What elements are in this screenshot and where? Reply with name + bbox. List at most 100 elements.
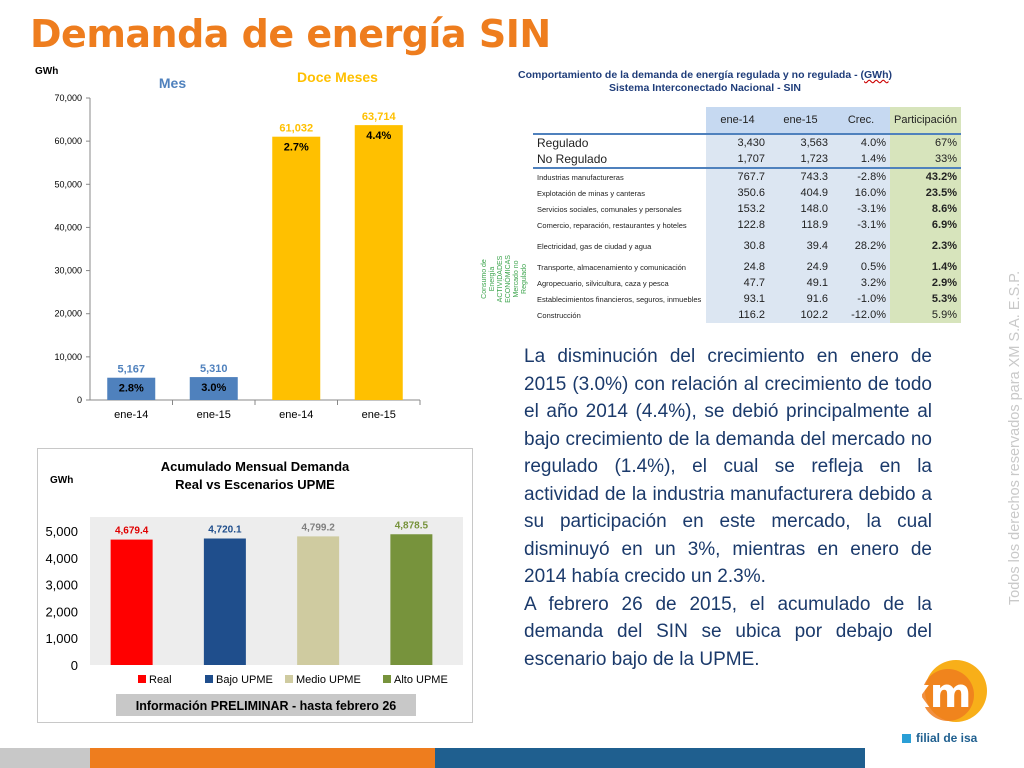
table-cell: Servicios sociales, comunales y personal… (537, 204, 682, 214)
table-cell: Electricidad, gas de ciudad y agua (537, 241, 652, 251)
table-cell: -3.1% (832, 201, 890, 217)
table-cell: 3.2% (832, 275, 890, 291)
table-cell: 1,707 (706, 151, 769, 168)
bar-value-label: 63,714 (362, 111, 397, 123)
table-row: Establecimientos financieros, seguros, i… (533, 291, 961, 307)
table-cell: 47.7 (706, 275, 769, 291)
table-cell: -2.8% (832, 167, 890, 185)
table-cell: 67% (890, 134, 961, 151)
copyright-notice: Todos los derechos reservados para XM S.… (1007, 270, 1023, 606)
table-cell: -3.1% (832, 217, 890, 233)
table-cell: Explotación de minas y canteras (537, 188, 645, 198)
bar-value-label: 4,720.1 (208, 525, 242, 536)
y-tick-label: 3,000 (45, 578, 78, 593)
page-title: Demanda de energía SIN (30, 12, 551, 56)
table-row: Electricidad, gas de ciudad y agua 30.8 39… (533, 233, 961, 259)
table-cell: 28.2% (832, 233, 890, 259)
legend-label: Medio UPME (296, 674, 361, 686)
table-header-cell: Crec. (832, 107, 890, 135)
analysis-text: La disminución del crecimiento en enero … (524, 343, 932, 673)
footer-segment-white (865, 748, 1024, 768)
table-header-cell (533, 107, 706, 135)
y-tick-label: 30,000 (54, 266, 82, 276)
demand-table: ene-14 ene-15 Crec. Participación Regulado 3,… (533, 107, 961, 323)
legend-label: Alto UPME (394, 674, 448, 686)
table-cell: 0.5% (832, 259, 890, 275)
table-cell: 16.0% (832, 185, 890, 201)
legend-label: Bajo UPME (216, 674, 273, 686)
bar (203, 538, 246, 665)
y-tick-label: 5,000 (45, 524, 78, 539)
bar (272, 136, 321, 400)
table-cell: 2.9% (890, 275, 961, 291)
bar-value-label: 61,032 (279, 123, 313, 135)
bar (189, 377, 238, 400)
logo-square-icon (902, 734, 911, 743)
table-cell: 5.3% (890, 291, 961, 307)
bar (390, 534, 433, 665)
table-cell: 404.9 (769, 185, 832, 201)
table-cell: 33% (890, 151, 961, 168)
y-tick-label: 4,000 (45, 551, 78, 566)
x-tick-label: ene-14 (114, 409, 148, 421)
table-cell: Comercio, reparación, restaurantes y hot… (537, 220, 687, 230)
table-cell: 1,723 (769, 151, 832, 168)
table-row: Construcción 116.2 102.2 -12.0% 5.9% (533, 307, 961, 323)
y-axis-unit-label: GWh (35, 66, 58, 77)
y-tick-label: 70,000 (54, 93, 82, 103)
table-cell: 49.1 (769, 275, 832, 291)
x-tick-label: ene-15 (362, 409, 396, 421)
analysis-paragraph-2: A febrero 26 de 2015, el acumulado de la… (524, 593, 932, 670)
table-cell: 350.6 (706, 185, 769, 201)
logo-subtitle: filial de isa (916, 731, 978, 745)
table-cell: Construcción (537, 310, 581, 320)
legend-swatch (383, 675, 391, 683)
logo-circle-inner (922, 669, 974, 721)
y-tick-label: 2,000 (45, 604, 78, 619)
table-row: Explotación de minas y canteras 350.6 404.… (533, 185, 961, 201)
footer-segment-gray (0, 748, 90, 768)
analysis-paragraph-1: La disminución del crecimiento en enero … (524, 346, 932, 587)
table-header-cell: ene-14 (706, 107, 769, 135)
table-cell: 1.4% (832, 151, 890, 168)
table-cell: 3,563 (769, 134, 832, 151)
footer-segment-blue (435, 748, 865, 768)
y-tick-label: 50,000 (54, 179, 82, 189)
table-cell: 24.8 (706, 259, 769, 275)
bar-growth-label: 2.8% (119, 383, 144, 395)
table-cell: 30.8 (706, 233, 769, 259)
group-label-month: Mes (159, 75, 186, 91)
table-cell: 4.0% (832, 134, 890, 151)
table-cell: 116.2 (706, 307, 769, 323)
x-tick-label: ene-15 (197, 409, 231, 421)
table-cell: 8.6% (890, 201, 961, 217)
chart-title-line2: Real vs Escenarios UPME (175, 477, 335, 492)
table-cell: 153.2 (706, 201, 769, 217)
legend-swatch (285, 675, 293, 683)
table-title-prefix: Comportamiento de la demanda de energía … (518, 69, 864, 81)
table-cell: No Regulado (537, 152, 608, 166)
upme-chart-frame: Acumulado Mensual Demanda Real vs Escenar… (37, 448, 473, 723)
legend-swatch (138, 675, 146, 683)
table-cell: Agropecuario, silvicultura, caza y pesca (537, 278, 669, 288)
table-header-row: ene-14 ene-15 Crec. Participación (533, 107, 961, 135)
bar-value-label: 4,679.4 (115, 526, 149, 537)
table-header-cell: Participación (890, 107, 961, 135)
y-tick-label: 10,000 (54, 352, 82, 362)
table-cell: 122.8 (706, 217, 769, 233)
table-cell: 39.4 (769, 233, 832, 259)
table-cell: 148.0 (769, 201, 832, 217)
table-cell: 102.2 (769, 307, 832, 323)
bar-growth-label: 2.7% (284, 142, 309, 154)
table-title-suffix: ) (888, 69, 893, 81)
table-cell: 24.9 (769, 259, 832, 275)
y-tick-label: 20,000 (54, 309, 82, 319)
y-axis-unit-label: GWh (50, 475, 73, 486)
table-cell: -1.0% (832, 291, 890, 307)
bar (110, 539, 153, 665)
table-row: Comercio, reparación, restaurantes y hot… (533, 217, 961, 233)
table-cell: Establecimientos financieros, seguros, i… (537, 294, 702, 304)
table-cell: 767.7 (706, 167, 769, 185)
logo-text: xm (904, 671, 971, 717)
table-cell: 6.9% (890, 217, 961, 233)
